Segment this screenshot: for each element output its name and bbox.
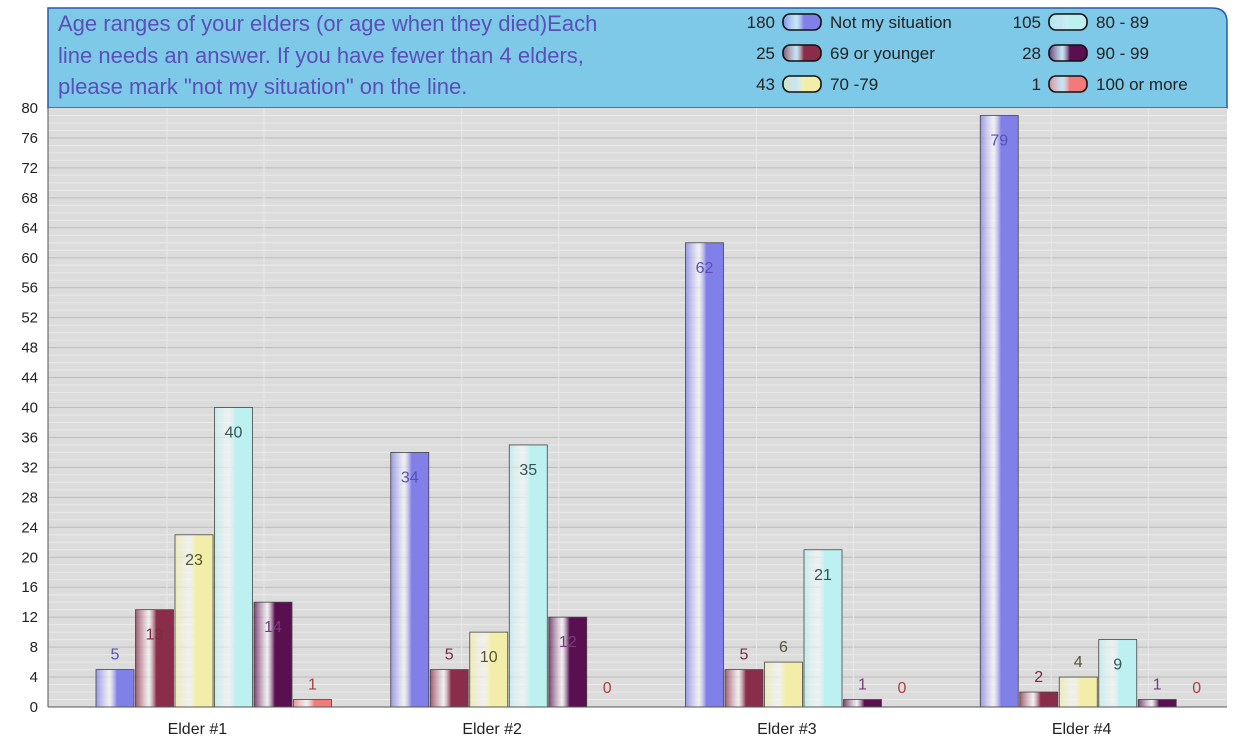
bar — [685, 242, 724, 708]
bar — [803, 549, 843, 708]
bar — [724, 669, 764, 708]
legend-swatch — [1048, 13, 1088, 31]
data-label: 62 — [696, 260, 714, 277]
data-label: 12 — [559, 634, 577, 651]
data-label: 35 — [519, 462, 537, 479]
x-axis-ticks: Elder #1 Elder #2 Elder #3 Elder #4 — [168, 721, 1112, 738]
y-tick-label: 76 — [21, 130, 38, 147]
legend-label: 90 - 99 — [1096, 44, 1149, 63]
bar — [135, 609, 174, 708]
legend: 180 Not my situation 25 69 or younger 43 70 -… — [747, 13, 1188, 94]
data-label: 10 — [480, 649, 498, 666]
y-tick-label: 0 — [30, 699, 38, 716]
x-tick-label: Elder #4 — [1052, 721, 1112, 738]
data-label: 34 — [401, 469, 419, 486]
legend-count: 105 — [1013, 13, 1041, 32]
bar — [1137, 699, 1177, 708]
chart-title-line-1: Age ranges of your elders (or age when t… — [58, 11, 597, 36]
y-tick-label: 80 — [21, 100, 38, 117]
bar — [508, 444, 548, 708]
bar — [214, 407, 253, 708]
data-label: 5 — [111, 647, 120, 664]
x-tick-label: Elder #1 — [168, 721, 228, 738]
data-label: 0 — [603, 680, 612, 697]
data-label: 1 — [1153, 677, 1162, 694]
y-tick-label: 40 — [21, 400, 38, 417]
legend-swatch — [1048, 75, 1088, 93]
header-band — [47, 7, 1228, 109]
y-tick-label: 56 — [21, 280, 38, 297]
chart-title-line-3: please mark "not my situation" on the li… — [58, 74, 467, 99]
y-tick-label: 32 — [21, 459, 38, 476]
bar — [764, 661, 803, 708]
legend-swatch — [1048, 44, 1088, 62]
data-label: 2 — [1034, 669, 1043, 686]
y-tick-label: 36 — [21, 429, 38, 446]
data-label: 21 — [814, 567, 832, 584]
bar — [469, 631, 509, 708]
bar — [1019, 691, 1059, 708]
y-tick-label: 16 — [21, 579, 38, 596]
legend-count: 43 — [756, 75, 775, 94]
y-tick-label: 20 — [21, 549, 38, 566]
data-label: 6 — [779, 639, 788, 656]
x-tick-label: Elder #3 — [757, 721, 817, 738]
data-label: 13 — [146, 627, 164, 644]
bar — [979, 115, 1019, 708]
y-tick-label: 12 — [21, 609, 38, 626]
y-tick-label: 72 — [21, 160, 38, 177]
data-label: 40 — [225, 425, 243, 442]
data-label: 1 — [858, 677, 867, 694]
y-tick-label: 52 — [21, 310, 38, 327]
legend-swatch — [782, 75, 822, 93]
y-tick-label: 64 — [21, 220, 38, 237]
data-label: 14 — [264, 619, 282, 636]
legend-count: 25 — [756, 44, 775, 63]
bar — [843, 699, 882, 708]
y-tick-label: 28 — [21, 489, 38, 506]
chart-title-line-2: line needs an answer. If you have fewer … — [58, 43, 584, 68]
bar — [253, 601, 293, 708]
data-label: 5 — [445, 647, 454, 664]
legend-count: 1 — [1032, 75, 1041, 94]
y-tick-label: 44 — [21, 370, 38, 387]
bar — [1058, 676, 1098, 708]
y-tick-label: 60 — [21, 250, 38, 267]
bar — [95, 669, 135, 708]
legend-label: 80 - 89 — [1096, 13, 1149, 32]
legend-label: Not my situation — [830, 13, 952, 32]
data-label: 4 — [1074, 654, 1083, 671]
legend-swatch — [782, 13, 822, 31]
x-tick-label: Elder #2 — [462, 721, 522, 738]
bar — [429, 669, 469, 708]
data-label: 9 — [1113, 657, 1122, 674]
legend-label: 100 or more — [1096, 75, 1188, 94]
legend-label: 69 or younger — [830, 44, 935, 63]
y-tick-label: 24 — [21, 519, 38, 536]
bar — [1098, 639, 1138, 708]
legend-swatch — [782, 44, 822, 62]
data-label: 1 — [308, 677, 317, 694]
bar — [293, 699, 332, 708]
legend-count: 28 — [1022, 44, 1041, 63]
data-label: 23 — [185, 552, 203, 569]
y-tick-label: 68 — [21, 190, 38, 207]
data-label: 5 — [740, 647, 749, 664]
data-label: 0 — [898, 680, 907, 697]
y-tick-label: 4 — [30, 669, 38, 686]
y-tick-label: 8 — [30, 639, 38, 656]
legend-label: 70 -79 — [830, 75, 878, 94]
legend-count: 180 — [747, 13, 775, 32]
data-label: 0 — [1192, 680, 1201, 697]
bar — [548, 616, 588, 708]
data-label: 79 — [990, 132, 1008, 149]
bar — [390, 452, 430, 708]
y-tick-label: 48 — [21, 340, 38, 357]
